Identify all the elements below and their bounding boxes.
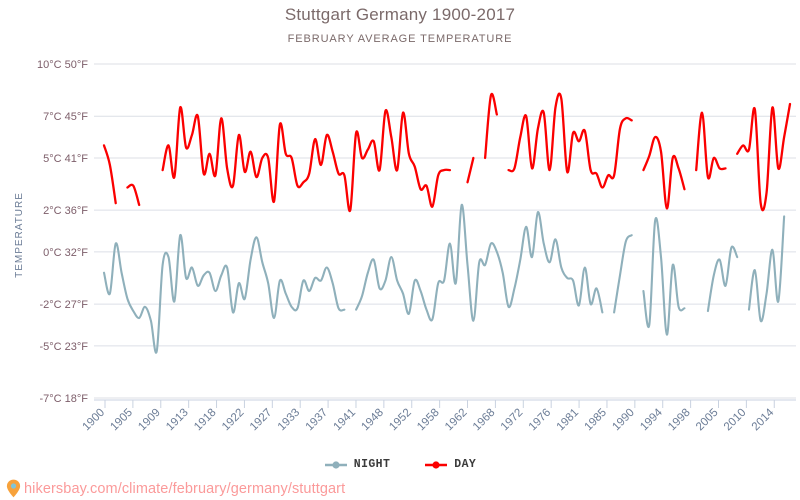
x-axis-tick-label: 1962 (443, 407, 470, 434)
x-axis-tick-label: 1968 (471, 407, 498, 434)
series-segment (126, 183, 141, 207)
x-axis-tick-label: 1900 (81, 407, 108, 434)
series-segment (695, 111, 727, 180)
y-axis-tick-label: 2°C 36°F (43, 205, 88, 217)
x-axis-tick-label: 1905 (108, 407, 135, 434)
series-group (102, 92, 792, 354)
series-segment (102, 234, 346, 354)
gridlines-group (94, 63, 796, 399)
y-axis-tick-label: 0°C 32°F (43, 247, 88, 259)
x-axis-tick-label: 1972 (499, 407, 526, 434)
x-axis-tick-label: 1958 (415, 407, 442, 434)
series-segment (613, 234, 633, 314)
series-segment (355, 203, 604, 322)
legend-label-day: DAY (454, 458, 477, 471)
y-axis-tick-label: 10°C 50°F (37, 59, 88, 71)
x-axis-tick-label: 1948 (359, 407, 386, 434)
series-segment (706, 245, 739, 313)
x-axis-tick-label: 1918 (192, 407, 219, 434)
source-url: hikersbay.com/climate/february/germany/s… (24, 480, 346, 497)
x-axis-tick-label: 1927 (248, 407, 275, 434)
x-axis-tick-label: 1990 (610, 407, 637, 434)
x-axis-tick-label: 1994 (638, 406, 665, 433)
series-segment (642, 217, 686, 336)
series-segment (102, 144, 117, 205)
series-segment (642, 135, 686, 210)
x-axis-tick-label: 2014 (750, 406, 777, 433)
y-axis-tick-label: -2°C 27°F (39, 299, 88, 311)
source-footer[interactable]: hikersbay.com/climate/february/germany/s… (6, 479, 345, 498)
y-axis-title: TEMPERATURE (14, 192, 25, 278)
chart-subtitle: FEBRUARY AVERAGE TEMPERATURE (287, 33, 513, 45)
y-axis-tick-label: 7°C 45°F (43, 111, 88, 123)
x-axis-tick-label: 1909 (136, 407, 163, 434)
night-legend-marker-icon (324, 460, 347, 469)
y-axis-tick-label: -7°C 18°F (39, 393, 88, 405)
series-segment (483, 92, 498, 160)
series-segment (161, 106, 452, 213)
y-axis-ticks: 10°C 50°F 7°C 45°F 5°C 41°F 2°C 36°F 0°C 32°… (37, 59, 88, 405)
x-axis-tick-label: 1981 (555, 407, 582, 434)
x-axis-tick-label: 1922 (220, 407, 247, 434)
series-segment (466, 156, 475, 184)
legend-item-night[interactable]: NIGHT (324, 458, 391, 471)
x-axis-tick-label: 1998 (666, 407, 693, 434)
series-segment (507, 92, 633, 189)
y-axis-tick-label: 5°C 41°F (43, 153, 88, 165)
x-axis-tick-label: 1941 (332, 407, 359, 434)
chart-title: Stuttgart Germany 1900-2017 (284, 5, 516, 24)
x-axis-tick-label: 1976 (527, 407, 554, 434)
x-axis-tick-label: 1933 (276, 407, 303, 434)
chart-legend: NIGHT DAY (0, 458, 800, 471)
y-axis-tick-label: -5°C 23°F (39, 341, 88, 353)
legend-label-night: NIGHT (353, 458, 391, 471)
x-axis-tick-label: 2010 (722, 407, 749, 434)
x-axis-ticks: 1900 1905 1909 1913 1918 1922 1927 1933 1937 1941… (81, 399, 796, 434)
series-segment (736, 102, 792, 212)
x-axis-tick-label: 1937 (304, 407, 331, 434)
x-axis-tick-label: 1913 (164, 407, 191, 434)
series-night (102, 203, 786, 354)
x-axis-tick-label: 1952 (387, 407, 414, 434)
legend-item-day[interactable]: DAY (424, 458, 476, 471)
day-legend-marker-icon (425, 460, 448, 469)
x-axis-tick-label: 2005 (694, 407, 721, 434)
series-day (102, 92, 792, 213)
series-segment (747, 215, 786, 323)
location-pin-icon (6, 479, 21, 498)
x-axis-tick-label: 1985 (582, 407, 609, 434)
